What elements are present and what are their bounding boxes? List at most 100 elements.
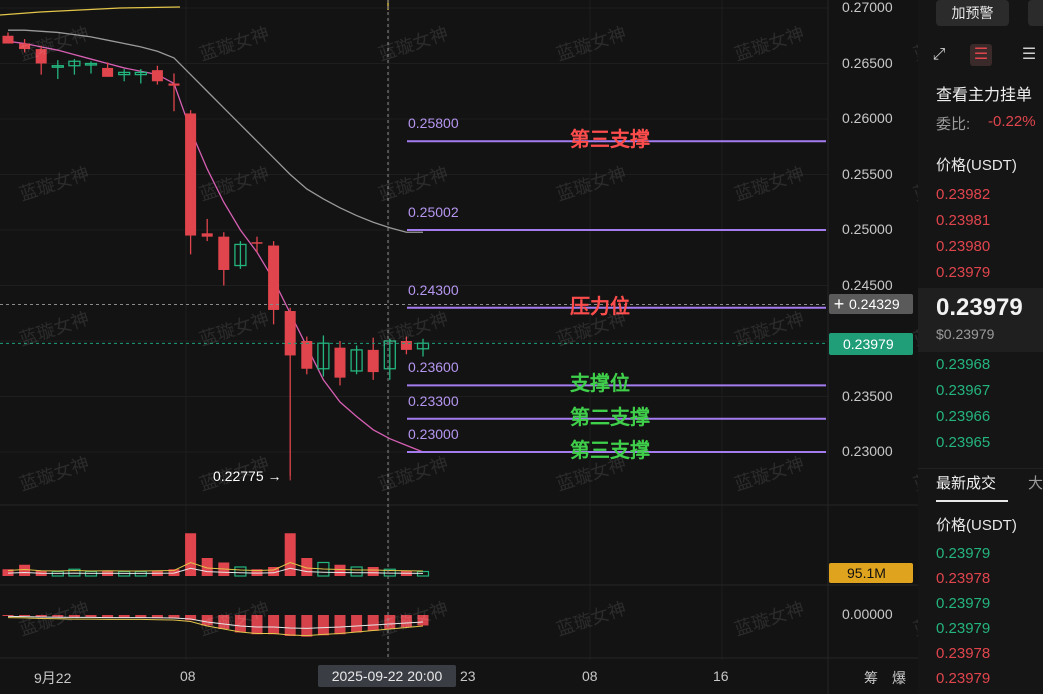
ask-price[interactable]: 0.23980 [936, 238, 991, 255]
candle-body [185, 113, 197, 236]
level-price-label: 0.23000 [408, 426, 459, 442]
current-price-box: 0.23979 $0.23979 [918, 288, 1043, 352]
time-tick-label: 16 [713, 668, 729, 684]
price-tick-label: 0.25500 [842, 165, 893, 182]
volume-bar [367, 567, 379, 576]
candle-body [134, 71, 147, 76]
candle-body [84, 62, 98, 66]
candle-body [2, 35, 14, 44]
volume-bar [19, 564, 31, 576]
tab-large-trades[interactable]: 大 [1028, 475, 1043, 492]
price-tick-label: 0.23000 [842, 443, 893, 459]
order-book-panel: 加预警 ⤢ ☰ ☰ 查看主力挂单 委比: -0.22% 价格(USDT) 0.2… [918, 0, 1043, 694]
time-tick-label: 23 [460, 668, 476, 684]
volume-bar [350, 566, 363, 577]
macd-bar [85, 615, 97, 618]
volume-tag-value: 95.1M [847, 565, 886, 581]
macd-bar [218, 615, 230, 629]
add-alert-button[interactable]: 加预警 [936, 0, 1009, 26]
candle-body [400, 341, 412, 350]
level-label: 压力位 [570, 295, 630, 318]
volume-tag: 95.1M [829, 563, 913, 583]
trade-price: 0.23979 [936, 620, 991, 637]
low-price-marker: 0.22775 → [213, 468, 282, 484]
candle-body [68, 60, 81, 67]
candle-body [268, 245, 280, 310]
macd-bar [384, 615, 396, 629]
ask-price[interactable]: 0.23981 [936, 212, 991, 229]
level-label: 支撑位 [570, 373, 630, 396]
volume-bar [268, 567, 280, 576]
plus-icon[interactable]: + [833, 294, 845, 314]
trade-price: 0.23979 [936, 670, 991, 687]
crosshair-price-tag[interactable]: + 0.24329 [829, 294, 913, 314]
macd-bar [400, 615, 412, 628]
candle-body [334, 347, 346, 378]
candle-body [383, 340, 396, 370]
candle-body [151, 70, 163, 82]
time-tick-label: 08 [180, 668, 196, 684]
price-tick-label: 0.27000 [842, 0, 893, 15]
macd-bar [334, 615, 346, 635]
volume-bar [301, 558, 313, 576]
macd-bar [52, 615, 64, 618]
last-price-value: 0.23979 [843, 336, 894, 352]
expand-icon[interactable]: ⤢ [932, 46, 946, 63]
macd-bar [102, 615, 114, 618]
volume-ma [7, 561, 424, 572]
ma-fast-line [7, 40, 424, 453]
price-tick-label: 0.26500 [842, 54, 893, 71]
macd-bar [317, 615, 329, 636]
trade-price: 0.23979 [936, 545, 991, 562]
trades-price-header: 价格(USDT) [936, 517, 1017, 534]
candle-body [317, 342, 330, 370]
candle-body [350, 349, 363, 372]
level-price-label: 0.25002 [408, 204, 459, 220]
candle-body [102, 67, 114, 77]
bid-price[interactable]: 0.23968 [936, 356, 991, 373]
macd-bar [201, 615, 213, 626]
candle-body [168, 83, 180, 86]
orderbook-list-icon[interactable]: ☰ [1021, 46, 1037, 63]
volume-bar [284, 533, 296, 576]
bid-price[interactable]: 0.23965 [936, 434, 991, 451]
ask-price[interactable]: 0.23982 [936, 186, 991, 203]
candlestick-chart[interactable] [0, 0, 918, 694]
price-tick-label: 0.24500 [842, 276, 893, 293]
candle-body [201, 233, 213, 237]
ma-slow-line [8, 29, 423, 233]
candle-body [301, 341, 313, 369]
current-price-usd: $0.23979 [936, 326, 995, 342]
chip-tab[interactable]: 筹 [864, 670, 878, 686]
bid-price[interactable]: 0.23967 [936, 382, 991, 399]
volume-bar [234, 566, 247, 577]
price-tick-label: 0.23500 [842, 387, 893, 404]
crosshair-time-tag: 2025-09-22 20:00 [318, 665, 456, 687]
signal-line [7, 615, 424, 629]
tab-latest-trades[interactable]: 最新成交 [936, 475, 997, 492]
volume-bar [185, 533, 197, 576]
volume-bar [334, 564, 346, 576]
macd-bar [417, 615, 429, 626]
macd-bar [19, 615, 31, 617]
ratio-value: -0.22% [988, 113, 1036, 130]
liquidation-tab[interactable]: 爆 [892, 670, 906, 686]
candle-body [251, 242, 263, 244]
level-price-label: 0.24300 [408, 281, 459, 298]
macd-bar [234, 615, 246, 633]
macd-bar [251, 615, 263, 635]
main-orders-title[interactable]: 查看主力挂单 [936, 87, 1033, 104]
level-label: 第三支撑 [570, 129, 650, 152]
macd-bar [367, 615, 379, 631]
macd-bar [185, 615, 197, 621]
top-indicator-line [0, 6, 181, 16]
candle-body [284, 311, 296, 356]
trade-price: 0.23979 [936, 595, 991, 612]
panel-extra-button[interactable] [1028, 0, 1043, 26]
ask-price[interactable]: 0.23979 [936, 264, 991, 281]
macd-zero-tick: 0.00000 [842, 606, 893, 622]
bid-price[interactable]: 0.23966 [936, 408, 991, 425]
orderbook-both-icon[interactable]: ☰ [970, 44, 992, 66]
macd-bar [135, 615, 147, 618]
price-header: 价格(USDT) [936, 157, 1017, 174]
